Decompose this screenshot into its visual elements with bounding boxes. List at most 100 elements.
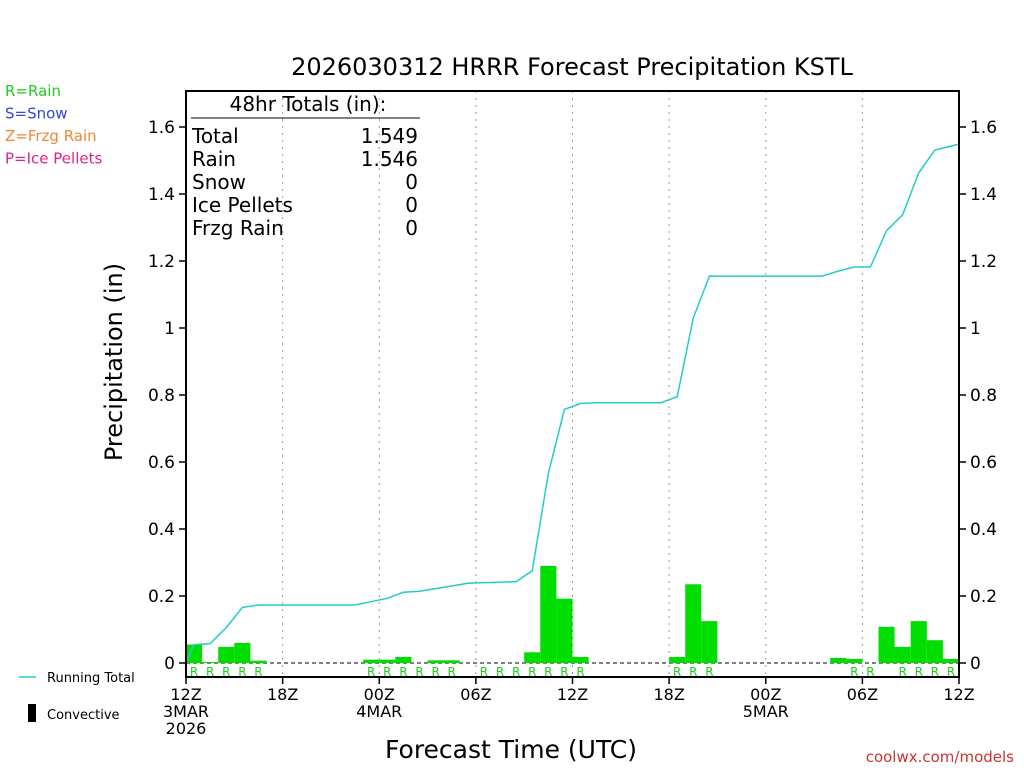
- precip-bar: [234, 642, 251, 663]
- x-tick-label: 00Z: [364, 685, 395, 704]
- type-legend-entry: S=Snow: [5, 105, 68, 123]
- bars-layer: [186, 565, 959, 663]
- precip-bar: [910, 621, 927, 663]
- grid-lines: [186, 91, 959, 677]
- convective-legend-swatch: [28, 704, 36, 722]
- y-axis-label: Precipitation (in): [100, 263, 128, 461]
- totals-row-value: 0: [405, 193, 418, 217]
- totals-row-label: Ice Pellets: [192, 193, 293, 217]
- precip-bar: [427, 660, 444, 663]
- precip-bar: [202, 661, 219, 663]
- precip-type-marker: R: [689, 665, 697, 679]
- precip-type-marker: R: [866, 665, 874, 679]
- totals-rows: Total 1.549 Rain 1.546 Snow 0 Ice Pellets 0 Frzg…: [191, 124, 418, 240]
- x-tick-label: 00Z: [750, 685, 781, 704]
- x-axis-label: Forecast Time (UTC): [385, 735, 637, 764]
- precip-bar: [830, 657, 847, 663]
- precip-bar: [379, 659, 396, 663]
- chart-title: 2026030312 HRRR Forecast Precipitation K…: [291, 53, 853, 81]
- series-legend: Running Total Convective: [19, 671, 135, 723]
- precip-type-marker: R: [238, 665, 246, 679]
- running-total-legend-label: Running Total: [47, 671, 135, 686]
- precip-type-marker: R: [850, 665, 858, 679]
- precip-bar: [926, 640, 943, 663]
- precip-type-marker: R: [448, 665, 456, 679]
- convective-legend-label: Convective: [47, 708, 120, 723]
- type-legend-entry: R=Rain: [5, 82, 61, 100]
- precip-type-marker: R: [898, 665, 906, 679]
- precip-type-marker: R: [705, 665, 713, 679]
- precip-type-marker: R: [415, 665, 423, 679]
- x-tick-label: 5MAR: [743, 702, 789, 721]
- precip-bar: [878, 626, 895, 663]
- precip-bar: [556, 598, 573, 663]
- precip-bar: [846, 658, 863, 663]
- precip-type-marker: R: [544, 665, 552, 679]
- credit-text: coolwx.com/models: [866, 748, 1014, 766]
- x-tick-label: 4MAR: [356, 702, 402, 721]
- precip-type-marker: R: [254, 665, 262, 679]
- precip-bar: [540, 565, 557, 663]
- x-tick-label: 12Z: [557, 685, 588, 704]
- y-tick-label-right: 1.2: [970, 252, 997, 272]
- precip-type-marker: R: [190, 665, 198, 679]
- precip-type-marker: R: [383, 665, 391, 679]
- totals-row-label: Frzg Rain: [192, 216, 284, 240]
- y-tick-label-left: 0.4: [148, 520, 175, 540]
- precip-type-marker: R: [915, 665, 923, 679]
- x-tick-label: 2026: [166, 719, 207, 738]
- totals-row-value: 0: [405, 216, 418, 240]
- precip-type-marker: R: [431, 665, 439, 679]
- y-tick-label-left: 1.4: [148, 185, 175, 205]
- precip-bar: [218, 646, 235, 663]
- x-tick-label: 12Z: [943, 685, 974, 704]
- precip-bar: [443, 660, 460, 663]
- totals-row-label: Rain: [192, 147, 236, 171]
- x-tick-label: 18Z: [267, 685, 298, 704]
- x-tick-label: 18Z: [653, 685, 684, 704]
- precip-bar: [363, 659, 380, 663]
- precip-type-marker: R: [512, 665, 520, 679]
- precip-type-marker: R: [560, 665, 568, 679]
- precip-bar: [669, 656, 686, 663]
- precip-bar: [685, 584, 702, 663]
- precip-type-marker: R: [931, 665, 939, 679]
- precip-type-marker: R: [367, 665, 375, 679]
- type-legend-entry: P=Ice Pellets: [5, 150, 102, 168]
- running-total-line: [185, 143, 960, 664]
- y-tick-label-right: 0.2: [970, 587, 997, 607]
- y-tick-label-left: 1: [164, 319, 175, 339]
- y-tick-label-left: 0.8: [148, 386, 175, 406]
- precip-type-marker: R: [496, 665, 504, 679]
- y-tick-label-left: 1.6: [148, 118, 175, 138]
- precip-type-marker: R: [206, 665, 214, 679]
- y-tick-label-left: 1.2: [148, 252, 175, 272]
- precip-type-marker: R: [222, 665, 230, 679]
- precip-bar: [894, 646, 911, 663]
- y-tick-label-left: 0.2: [148, 587, 175, 607]
- precip-bar: [395, 656, 412, 663]
- x-tick-label: 06Z: [847, 685, 878, 704]
- precip-bar: [524, 652, 541, 663]
- totals-row-value: 1.546: [361, 147, 418, 171]
- precip-bar: [942, 658, 959, 663]
- precip-type-marker: R: [673, 665, 681, 679]
- y-tick-label-left: 0.6: [148, 453, 175, 473]
- totals-row-value: 0: [405, 170, 418, 194]
- type-legend-entry: Z=Frzg Rain: [5, 127, 97, 145]
- precip-type-marker: R: [528, 665, 536, 679]
- precip-type-marker: R: [576, 665, 584, 679]
- totals-box: 48hr Totals (in): Total 1.549 Rain 1.546 Sno…: [191, 92, 420, 240]
- y-tick-label-right: 1: [970, 319, 981, 339]
- precip-bar: [572, 656, 589, 663]
- precip-type-marker: R: [480, 665, 488, 679]
- x-tick-label: 06Z: [460, 685, 491, 704]
- totals-row-value: 1.549: [361, 124, 418, 148]
- y-tick-label-right: 1.4: [970, 185, 997, 205]
- totals-row-label: Total: [191, 124, 239, 148]
- running-total-layer: [185, 143, 960, 664]
- axis-ticks: 0 00.2 0.20.4 0.40.6 0.60.8 0.81 11.2 1.21.4 1.4…: [148, 118, 997, 738]
- precip-bar: [701, 621, 718, 663]
